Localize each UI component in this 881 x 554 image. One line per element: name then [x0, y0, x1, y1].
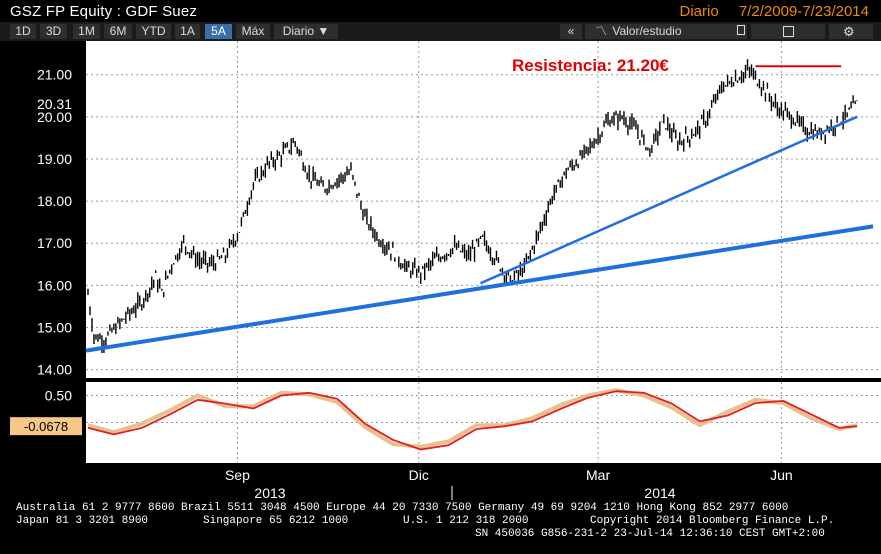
trendlines [85, 65, 874, 353]
resistance-annotation: Resistencia: 21.20€ [512, 56, 669, 75]
x-axis: Sep Dic Mar Jun 2013 2014 [225, 467, 793, 500]
range-button-5a[interactable]: 5A [205, 24, 232, 39]
oscillator-y-axis: 0.50 -0.0678 [10, 388, 82, 436]
edit-button[interactable] [751, 24, 825, 39]
footer-copyright: Copyright 2014 Bloomberg Finance L.P. [590, 515, 835, 527]
oscillator-last-value-label: -0.0678 [24, 419, 68, 434]
x-year-label: 2013 [254, 485, 285, 500]
price-y-axis: 21.00 20.00 19.00 18.00 17.00 16.00 15.00 14.00… [37, 67, 72, 378]
price-tick-label: 16.00 [37, 277, 72, 293]
oscillator-lines [87, 388, 858, 451]
footer-japan: Japan 81 3 3201 8900 [16, 515, 149, 527]
frequency-label: Diario [679, 3, 719, 20]
oscillator-main-line [87, 390, 858, 451]
price-tick-label: 15.00 [37, 319, 72, 335]
range-button-3d[interactable]: 3D [40, 24, 67, 39]
date-range-label: 7/2/2009-7/23/2014 [738, 3, 869, 20]
range-button-ytd[interactable]: YTD [136, 24, 171, 39]
pin-icon [737, 25, 745, 35]
footer-us: U.S. 1 212 318 2000 [403, 515, 529, 527]
x-tick-label: Sep [225, 467, 250, 483]
price-panel [86, 41, 881, 378]
footer-contacts-line: Australia 61 2 9777 8600 Brazil 5511 304… [16, 502, 789, 514]
collapse-button[interactable]: « [560, 24, 582, 39]
range-button-6m[interactable]: 6M [104, 24, 132, 39]
x-year-label: 2014 [644, 485, 675, 500]
x-tick-label: Jun [770, 467, 793, 483]
chart-area: 21.00 20.00 19.00 18.00 17.00 16.00 15.00 14.00… [10, 41, 881, 500]
last-price-label: 20.31 [37, 96, 72, 112]
price-tick-label: 17.00 [37, 235, 72, 251]
study-label: Valor/estudio [612, 24, 682, 38]
study-icon: 〽 [594, 24, 607, 38]
price-series [87, 59, 858, 353]
oscillator-panel [86, 382, 881, 463]
edit-icon [783, 26, 794, 37]
oscillator-tick-label: 0.50 [45, 388, 72, 404]
period-select[interactable]: Diario ▼ [274, 24, 338, 39]
price-tick-label: 19.00 [37, 151, 72, 167]
price-tick-label: 20.00 [37, 109, 72, 125]
range-button-1m[interactable]: 1M [73, 24, 100, 39]
title-bar: GSZ FP Equity : GDF Suez Diario 7/2/2009… [0, 0, 881, 22]
range-button-1d[interactable]: 1D [10, 24, 36, 39]
trendline [480, 115, 858, 285]
price-tick-label: 21.00 [37, 67, 72, 83]
x-tick-label: Mar [586, 467, 610, 483]
range-button-1a[interactable]: 1A [175, 24, 200, 39]
x-tick-label: Dic [409, 467, 429, 483]
range-button-max[interactable]: Máx [236, 24, 270, 39]
footer-session: SN 450036 G856-231-2 23-Jul-14 12:36:10 … [475, 528, 825, 540]
toolbar: 1D 3D 1M 6M YTD 1A 5A Máx Diario ▼ « 〽 V… [0, 22, 881, 41]
gear-icon: ⚙ [843, 24, 855, 39]
settings-button[interactable]: ⚙ [829, 24, 873, 39]
security-title: GSZ FP Equity : GDF Suez [10, 3, 198, 20]
title-info: Diario 7/2/2009-7/23/2014 [664, 3, 869, 20]
price-tick-label: 18.00 [37, 193, 72, 209]
footer-singapore: Singapore 65 6212 1000 [203, 515, 349, 527]
trendline [85, 224, 874, 353]
footer: Australia 61 2 9777 8600 Brazil 5511 304… [0, 500, 881, 554]
study-button[interactable]: 〽 Valor/estudio [585, 24, 747, 39]
oscillator-last-value-box [10, 417, 82, 436]
price-tick-label: 14.00 [37, 362, 72, 378]
